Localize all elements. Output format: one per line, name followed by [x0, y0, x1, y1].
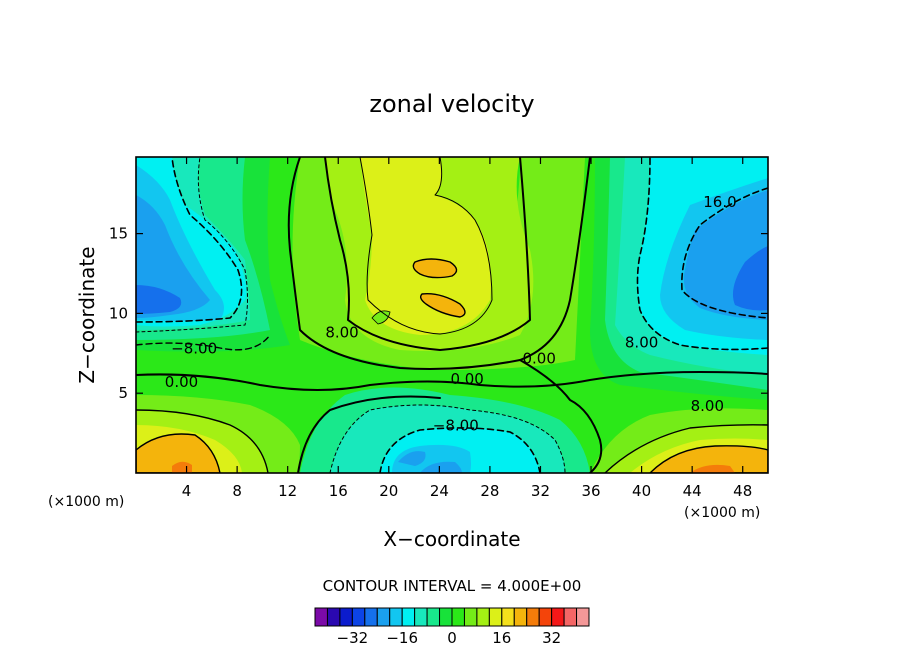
colorbar-swatch — [526, 607, 540, 627]
colorbar-swatch — [538, 607, 553, 627]
contour-line-neg8-left — [136, 157, 243, 323]
contour-label: 16.0 — [703, 193, 736, 211]
contour-line-zero-right-wiggle — [519, 359, 603, 473]
contour-fill-left-deepblue — [136, 285, 182, 314]
colorbar-tick-label: 16 — [492, 629, 511, 647]
y-tick-label: 10 — [109, 304, 128, 322]
contour-line-eight-bottom-left — [136, 409, 269, 473]
contour-fill-br-orange — [690, 464, 735, 473]
colorbar-swatch — [576, 607, 590, 627]
y-tick-label: 5 — [118, 384, 128, 402]
contour-line-twelve-central — [359, 157, 493, 335]
contour-fill-central-12-16 — [360, 157, 491, 335]
contour-label: 0.00 — [523, 349, 556, 367]
contour-label: 8.00 — [325, 324, 358, 342]
colorbar-swatch — [364, 607, 378, 627]
contour-fill-gold-patch-2 — [419, 293, 466, 318]
contour-labels: 16.0 −8.00 0.00 8.00 0.00 0.00 −8.00 8.00 8.00 — [165, 193, 737, 434]
x-tick-label: 32 — [531, 482, 550, 500]
contour-line-zero-central — [287, 157, 591, 370]
colorbar-swatch — [414, 607, 428, 627]
chart-title: zonal velocity — [369, 90, 534, 118]
x-tick-label: 24 — [430, 482, 449, 500]
contour-line-neg8-right — [636, 157, 768, 351]
contour-fill-bc-blue-1 — [398, 451, 426, 466]
y-axis-unit-label: (×1000 m) — [48, 494, 124, 510]
contour-line-zero-lower — [136, 371, 768, 391]
x-tick-label: 4 — [182, 482, 192, 500]
x-tick-label: 28 — [480, 482, 499, 500]
contour-line-neg4-bottom — [329, 404, 566, 473]
colorbar: −32 −16 0 16 32 — [314, 607, 590, 647]
plot-frame — [135, 156, 769, 474]
contour-line-neg16-right — [681, 187, 768, 319]
contour-lines — [136, 157, 768, 473]
colorbar-tick-label: −32 — [337, 629, 369, 647]
colorbar-swatch — [439, 607, 453, 627]
contour-field — [136, 157, 768, 473]
contour-label: −8.00 — [433, 416, 479, 434]
x-tick-label: 40 — [632, 482, 651, 500]
colorbar-tick-label: 32 — [542, 629, 561, 647]
colorbar-tick-label: 0 — [447, 629, 457, 647]
contour-fill-gold-patch-1 — [412, 258, 458, 279]
colorbar-swatch — [339, 607, 353, 627]
x-tick-label: 36 — [581, 482, 600, 500]
colorbar-swatch — [563, 607, 578, 627]
contour-line-eight-bottom-right — [604, 424, 768, 473]
contour-label: 0.00 — [165, 373, 198, 391]
colorbar-swatch — [476, 607, 490, 627]
contour-fill-right-deepblue — [732, 246, 768, 311]
contour-interval-text: CONTOUR INTERVAL = 4.000E+00 — [323, 577, 582, 595]
colorbar-swatch — [389, 607, 403, 627]
colorbar-tick-label: −16 — [386, 629, 418, 647]
contour-line-zero-bottom — [297, 395, 441, 473]
x-tick-label: 16 — [329, 482, 348, 500]
x-tick-label: 20 — [379, 482, 398, 500]
contour-label: −8.00 — [171, 340, 217, 358]
contour-label: 8.00 — [691, 397, 724, 415]
colorbar-swatch — [463, 607, 478, 627]
y-axis-label: Z−coordinate — [75, 246, 99, 383]
x-axis-label: X−coordinate — [383, 527, 520, 551]
contour-line-neg8-bottom — [379, 427, 541, 473]
contour-fill-bc-blue-2 — [420, 461, 462, 473]
contour-fill-br-gold — [649, 445, 768, 473]
contour-label: 0.00 — [450, 370, 483, 388]
colorbar-swatch — [351, 607, 366, 627]
colorbar-swatch — [551, 607, 565, 627]
contour-label: 8.00 — [625, 333, 658, 351]
colorbar-swatch — [426, 607, 441, 627]
x-axis-unit-label: (×1000 m) — [684, 505, 760, 521]
colorbar-swatch — [401, 607, 416, 627]
colorbar-swatch — [488, 607, 503, 627]
x-tick-label: 12 — [278, 482, 297, 500]
colorbar-swatch — [513, 607, 528, 627]
y-tick-label: 15 — [109, 225, 128, 243]
contour-fill-green-spot — [371, 310, 391, 325]
x-tick-label: 44 — [683, 482, 702, 500]
contour-line-neg8-upper — [136, 334, 271, 351]
x-axis-ticks: 4 8 12 16 20 24 28 32 36 40 44 48 — [182, 157, 752, 500]
contour-line-eight-central — [324, 157, 531, 351]
contour-line-neg4-left — [136, 157, 248, 333]
x-tick-label: 8 — [232, 482, 242, 500]
colorbar-swatch — [501, 607, 515, 627]
colorbar-swatch — [376, 607, 391, 627]
colorbar-swatch — [326, 607, 341, 627]
contour-fill-bl-gold — [136, 433, 221, 473]
colorbar-swatch — [451, 607, 465, 627]
x-tick-label: 48 — [733, 482, 752, 500]
y-axis-ticks: 5 10 15 — [109, 225, 768, 402]
colorbar-swatch — [314, 607, 328, 627]
